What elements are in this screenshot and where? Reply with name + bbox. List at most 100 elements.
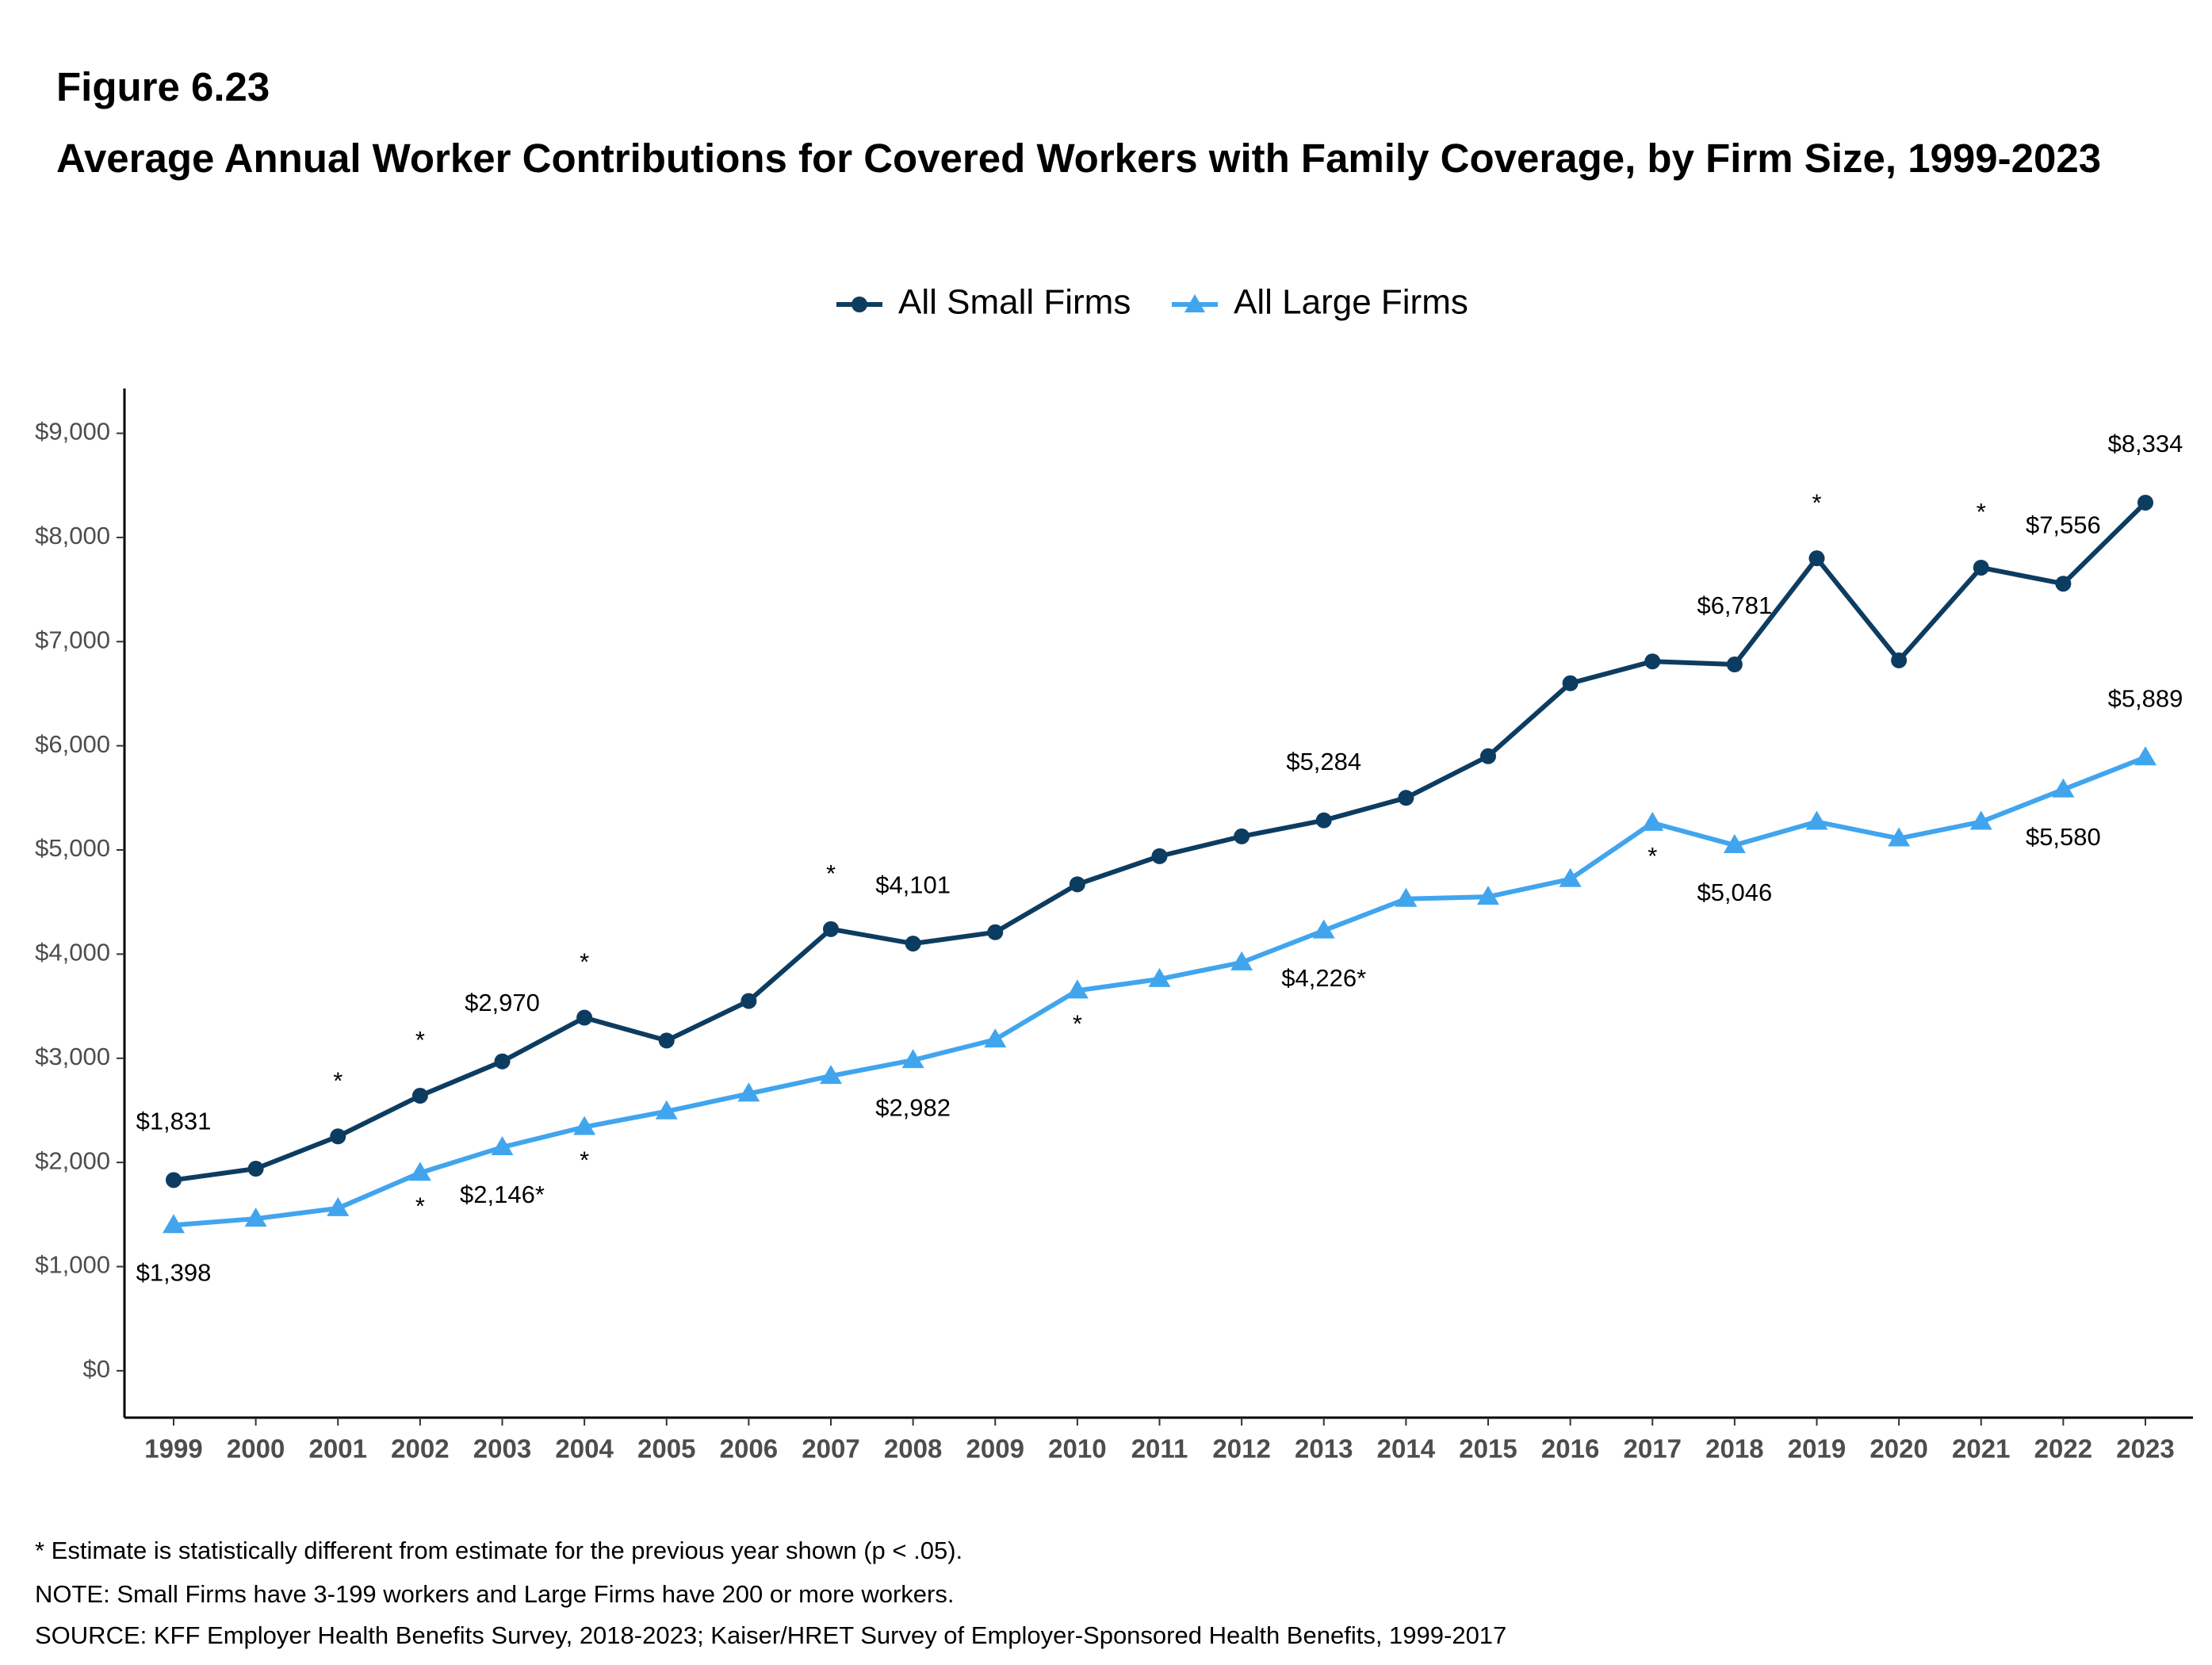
x-tick-label: 1999 xyxy=(144,1434,202,1464)
point xyxy=(1066,979,1089,999)
significance-note: * xyxy=(1977,498,1986,526)
y-tick-label: $5,000 xyxy=(35,834,110,862)
x-tick-label: 2007 xyxy=(802,1434,859,1464)
point xyxy=(247,1161,264,1177)
point xyxy=(1234,828,1250,844)
footnote: * Estimate is statistically different fr… xyxy=(35,1537,963,1564)
data-label: $5,580 xyxy=(2026,823,2101,851)
x-tick-label: 2012 xyxy=(1212,1434,1270,1464)
legend-marker xyxy=(1184,294,1205,312)
point xyxy=(905,936,921,952)
point xyxy=(1312,919,1335,939)
x-tick-label: 2003 xyxy=(473,1434,531,1464)
point xyxy=(1069,876,1085,893)
x-tick-label: 2011 xyxy=(1131,1434,1188,1464)
point xyxy=(1151,848,1168,864)
point xyxy=(1891,652,1908,668)
point xyxy=(1969,810,1992,830)
x-tick-label: 2002 xyxy=(391,1434,449,1464)
point xyxy=(1480,748,1496,764)
significance-note: * xyxy=(415,1026,425,1054)
y-tick-label: $4,000 xyxy=(35,939,110,966)
x-tick-label: 2004 xyxy=(555,1434,614,1464)
data-label: $2,970 xyxy=(465,989,540,1016)
point xyxy=(166,1172,182,1188)
point xyxy=(1888,827,1911,847)
point xyxy=(411,1088,428,1104)
data-label: $4,101 xyxy=(875,871,951,898)
point xyxy=(820,1065,842,1085)
point xyxy=(1559,867,1582,887)
point xyxy=(1973,559,1989,576)
x-tick-label: 2008 xyxy=(884,1434,942,1464)
point xyxy=(823,921,839,937)
data-label: $5,889 xyxy=(2108,684,2183,712)
significance-note: * xyxy=(580,948,589,976)
x-tick-label: 2014 xyxy=(1377,1434,1436,1464)
y-tick-label: $7,000 xyxy=(35,626,110,653)
point xyxy=(1808,550,1825,567)
point xyxy=(1230,951,1253,970)
point xyxy=(2052,778,2075,798)
x-tick-label: 2015 xyxy=(1459,1434,1517,1464)
point xyxy=(1644,653,1661,670)
footnote: NOTE: Small Firms have 3-199 workers and… xyxy=(35,1580,955,1608)
point xyxy=(244,1208,267,1227)
point xyxy=(737,1082,760,1102)
x-tick-label: 2017 xyxy=(1624,1434,1682,1464)
data-label: $5,046 xyxy=(1697,878,1772,906)
point xyxy=(2134,746,2157,766)
data-label: $4,226* xyxy=(1281,964,1366,992)
point xyxy=(1726,656,1743,673)
x-tick-label: 2000 xyxy=(227,1434,285,1464)
point xyxy=(330,1128,346,1145)
significance-note: * xyxy=(826,859,836,887)
x-tick-label: 2020 xyxy=(1869,1434,1927,1464)
footnote: SOURCE: KFF Employer Health Benefits Sur… xyxy=(35,1621,1507,1649)
point xyxy=(2137,494,2153,511)
data-label: $1,831 xyxy=(136,1108,212,1135)
y-tick-label: $1,000 xyxy=(35,1251,110,1279)
y-tick-label: $6,000 xyxy=(35,730,110,758)
point xyxy=(1398,790,1414,806)
y-tick-label: $9,000 xyxy=(35,418,110,446)
point xyxy=(494,1053,511,1070)
point xyxy=(491,1135,514,1155)
significance-note: * xyxy=(580,1146,589,1174)
figure-label: Figure 6.23 xyxy=(56,64,270,109)
x-tick-label: 2022 xyxy=(2034,1434,2092,1464)
x-tick-label: 2023 xyxy=(2116,1434,2174,1464)
point xyxy=(576,1009,593,1026)
point xyxy=(1641,811,1664,831)
x-tick-label: 2009 xyxy=(966,1434,1024,1464)
legend-marker xyxy=(852,297,867,312)
point xyxy=(1477,886,1499,905)
data-label: $2,982 xyxy=(875,1093,951,1121)
y-tick-label: $0 xyxy=(83,1355,110,1383)
point xyxy=(1723,833,1746,853)
point xyxy=(984,1028,1007,1048)
significance-note: * xyxy=(1073,1010,1082,1038)
chart: $0 $1,000 $2,000 $3,000 $4,000 $5,000 $6,000 $7… xyxy=(35,283,2193,1464)
chart-title: Average Annual Worker Contributions for … xyxy=(56,136,2102,181)
y-tick-label: $3,000 xyxy=(35,1043,110,1070)
data-label: $8,334 xyxy=(2108,430,2183,457)
significance-note: * xyxy=(1812,488,1821,516)
point xyxy=(1805,810,1828,830)
x-tick-label: 2013 xyxy=(1295,1434,1353,1464)
y-tick-label: $8,000 xyxy=(35,522,110,549)
point xyxy=(1395,887,1418,907)
x-tick-label: 2016 xyxy=(1541,1434,1599,1464)
series-line xyxy=(173,500,2148,1183)
point xyxy=(658,1032,675,1049)
point xyxy=(655,1100,678,1120)
data-label: $7,556 xyxy=(2026,511,2101,538)
point xyxy=(573,1116,596,1135)
point xyxy=(408,1162,431,1181)
data-label: $1,398 xyxy=(136,1258,212,1286)
x-tick-label: 2021 xyxy=(1952,1434,2010,1464)
legend-label: All Small Firms xyxy=(898,283,1131,322)
data-label: $5,284 xyxy=(1286,748,1361,775)
significance-note: * xyxy=(333,1066,343,1094)
